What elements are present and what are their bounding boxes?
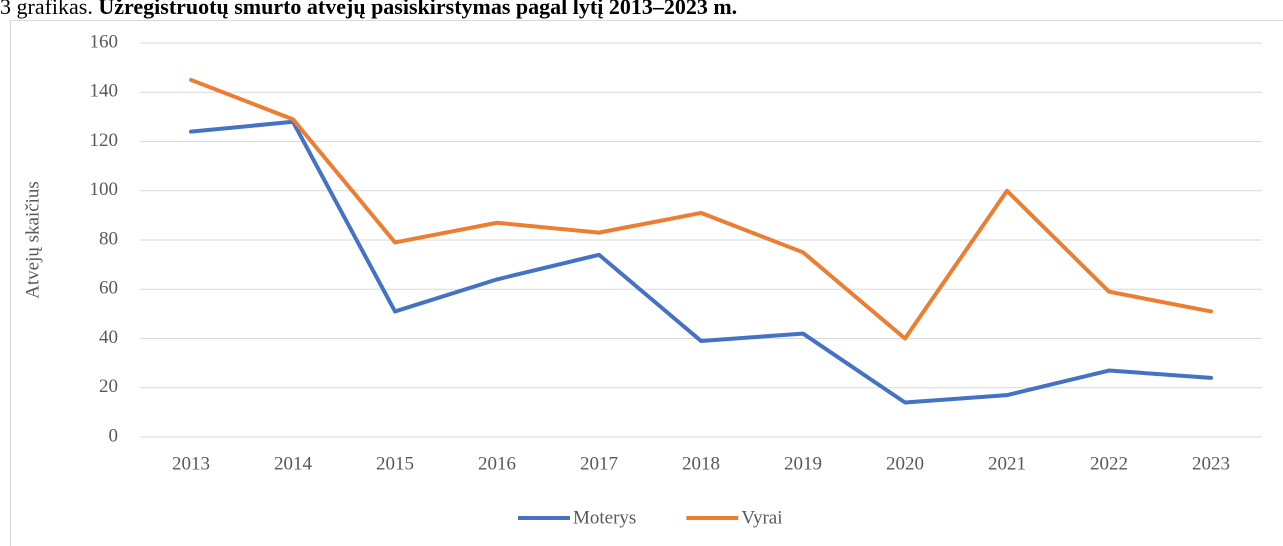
title-prefix: 3 grafikas. [0,0,93,19]
chart-frame [10,20,1283,546]
x-tick-label: 2017 [580,453,618,474]
x-tick-label: 2020 [886,453,924,474]
chart-title: 3 grafikas. Užregistruotų smurto atvejų … [0,0,737,19]
x-tick-label: 2014 [274,453,313,474]
y-tick-label: 40 [99,327,118,348]
y-tick-label: 80 [99,228,118,249]
x-tick-label: 2019 [784,453,822,474]
y-tick-label: 160 [90,31,119,52]
title-main: Užregistruotų smurto atvejų pasiskirstym… [98,0,737,19]
x-tick-label: 2016 [478,453,516,474]
x-tick-label: 2013 [172,453,210,474]
line-series [189,119,1213,405]
y-tick-label: 0 [109,425,119,446]
legend-label: Vyrai [741,507,782,528]
x-tick-label: 2018 [682,453,720,474]
y-tick-label: 20 [99,376,118,397]
y-tick-label: 60 [99,278,118,299]
x-tick-label: 2021 [988,453,1026,474]
x-tick-label: 2015 [376,453,414,474]
line-series [189,77,1213,341]
x-tick-label: 2023 [1192,453,1230,474]
y-axis-label: Atvejų skaičius [22,181,43,299]
y-tick-label: 100 [90,179,119,200]
y-tick-label: 140 [90,81,119,102]
y-tick-label: 120 [90,130,119,151]
legend-label: Moterys [573,507,636,528]
x-tick-label: 2022 [1090,453,1128,474]
